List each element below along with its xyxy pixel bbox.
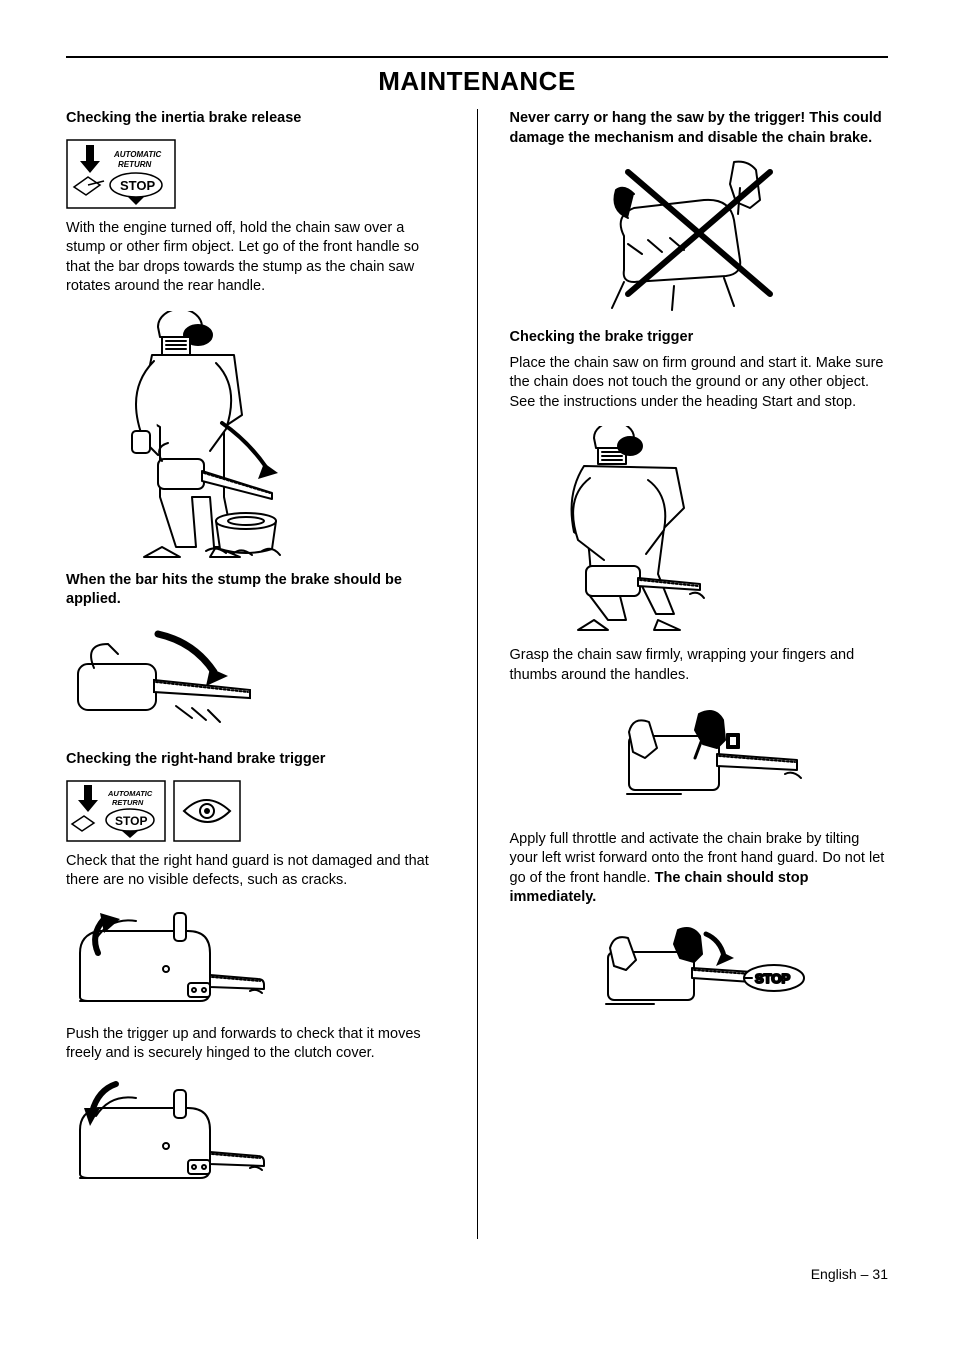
footer-dash: – bbox=[857, 1266, 873, 1282]
figure-trigger-up bbox=[66, 905, 445, 1015]
figure-trigger-down bbox=[66, 1078, 445, 1188]
heading-right-hand-trigger: Checking the right-hand brake trigger bbox=[66, 750, 445, 770]
footer-page: 31 bbox=[872, 1266, 888, 1282]
figure-brake-applied bbox=[66, 620, 445, 740]
figure-hands-on-saw-stop: STOP bbox=[510, 922, 889, 1022]
svg-text:STOP: STOP bbox=[755, 971, 790, 986]
stop-text-1: STOP bbox=[120, 178, 155, 193]
column-divider bbox=[477, 109, 478, 1239]
heading-checking-brake-trigger: Checking the brake trigger bbox=[510, 328, 889, 348]
left-column: Checking the inertia brake release AUTOM… bbox=[66, 109, 445, 1239]
figure-person-stump bbox=[66, 311, 445, 561]
footer-lang: English bbox=[811, 1266, 857, 1282]
heading-inertia-brake: Checking the inertia brake release bbox=[66, 109, 445, 129]
auto-return-text-1: AUTOMATIC bbox=[113, 150, 161, 159]
auto-return-text-2: RETURN bbox=[118, 160, 152, 169]
svg-text:STOP: STOP bbox=[115, 814, 147, 828]
para-inertia-brake: With the engine turned off, hold the cha… bbox=[66, 219, 445, 297]
content-columns: Checking the inertia brake release AUTOM… bbox=[66, 109, 888, 1239]
para-place-on-ground: Place the chain saw on firm ground and s… bbox=[510, 354, 889, 413]
figure-auto-return-stop-icon: AUTOMATIC RETURN STOP bbox=[66, 139, 445, 209]
figure-do-not-carry bbox=[510, 158, 889, 318]
heading-bar-hits-stump: When the bar hits the stump the brake sh… bbox=[66, 571, 445, 610]
figure-hands-on-saw bbox=[510, 700, 889, 820]
right-column: Never carry or hang the saw by the trigg… bbox=[510, 109, 889, 1239]
figure-two-icon-boxes: AUTOMATIC RETURN STOP bbox=[66, 780, 445, 842]
svg-text:RETURN: RETURN bbox=[112, 798, 144, 807]
svg-text:AUTOMATIC: AUTOMATIC bbox=[107, 789, 153, 798]
para-full-throttle: Apply full throttle and activate the cha… bbox=[510, 830, 889, 908]
para-push-trigger: Push the trigger up and forwards to chec… bbox=[66, 1025, 445, 1064]
para-grasp-firmly: Grasp the chain saw firmly, wrapping you… bbox=[510, 646, 889, 685]
page-title: MAINTENANCE bbox=[66, 66, 888, 97]
figure-person-crouching bbox=[510, 426, 889, 636]
para-right-hand-guard: Check that the right hand guard is not d… bbox=[66, 852, 445, 891]
top-rule bbox=[66, 56, 888, 58]
page-footer: English–31 bbox=[811, 1266, 888, 1282]
heading-never-carry: Never carry or hang the saw by the trigg… bbox=[510, 109, 889, 148]
